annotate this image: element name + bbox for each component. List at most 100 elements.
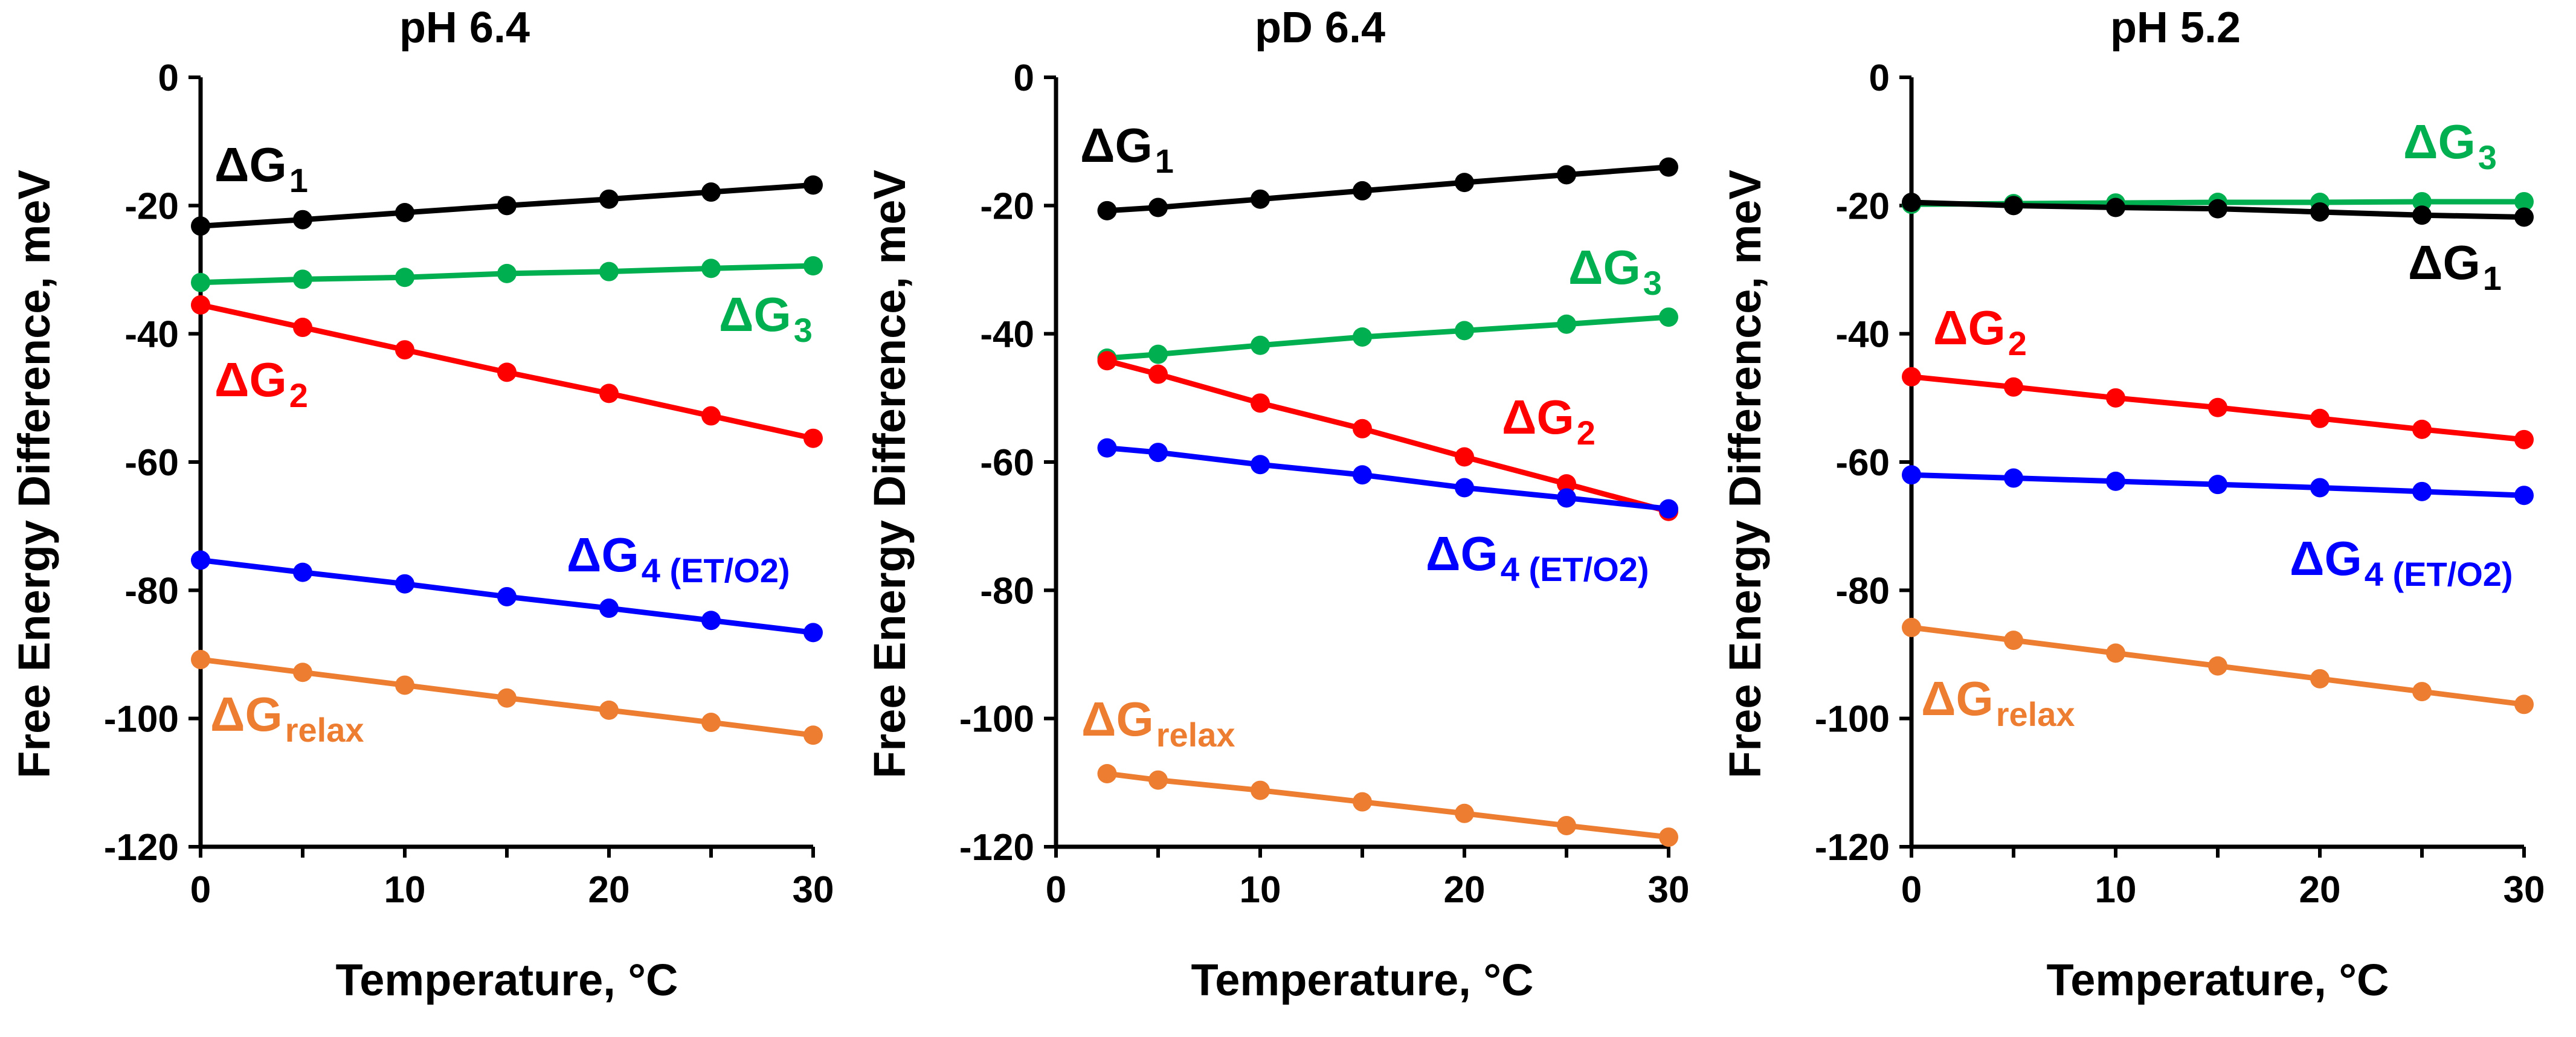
x-tick-label: 30 — [2504, 869, 2545, 911]
data-point — [1251, 393, 1270, 413]
data-point — [2208, 475, 2227, 495]
y-tick-label: -80 — [124, 570, 179, 612]
data-point — [1455, 447, 1474, 467]
chart-panel-2: pD 6.4 0 -20 -40 -60 -80 -100 -120 0 10 20 30 Temper… — [865, 4, 1689, 1005]
data-point — [1148, 770, 1168, 790]
series-line — [1106, 771, 1669, 840]
data-point — [599, 189, 619, 209]
data-point — [599, 599, 619, 618]
data-point — [1659, 157, 1678, 177]
data-point — [1902, 465, 1921, 485]
data-point — [395, 675, 414, 695]
data-point — [1455, 321, 1474, 341]
data-point — [803, 725, 823, 745]
chart-panel-1: pH 6.4 0 -20 -40 -60 -80 -100 -120 0 10 20 30 Temper… — [9, 4, 834, 1005]
data-point — [191, 216, 210, 236]
data-point — [1557, 314, 1576, 334]
data-point — [599, 384, 619, 403]
series-label: ΔGrelax — [1921, 672, 2075, 733]
series-label: ΔG4 (ET/O2) — [567, 528, 790, 589]
data-point — [497, 263, 517, 283]
series-ΔG1: ΔG1 — [1902, 193, 2534, 297]
y-tick-label: 0 — [1869, 57, 1890, 99]
y-tick-label: -100 — [1815, 699, 1890, 740]
data-point — [2208, 656, 2227, 676]
series-label: ΔG2 — [1933, 301, 2027, 362]
data-point — [1557, 488, 1576, 508]
series-label: ΔG1 — [1080, 118, 1174, 180]
data-point — [1148, 364, 1168, 384]
series-ΔG1: ΔG1 — [191, 138, 823, 236]
data-point — [497, 362, 517, 382]
x-tick-label: 30 — [1648, 869, 1690, 911]
series-label: ΔG2 — [214, 353, 308, 414]
y-axis-label: Free Energy Difference, meV — [865, 170, 915, 779]
series-label: ΔG1 — [214, 138, 308, 199]
chart-title: pH 6.4 — [399, 4, 530, 52]
data-point — [1097, 201, 1117, 220]
data-point — [1902, 193, 1921, 213]
series-line — [1107, 164, 1669, 214]
data-point — [1353, 181, 1372, 201]
y-tick-label: -40 — [124, 314, 179, 356]
y-tick-label: -20 — [980, 185, 1034, 227]
chart-panel-3: pH 5.2 0 -20 -40 -60 -80 -100 -120 0 10 20 30 Temper… — [1720, 4, 2545, 1005]
y-axis-label: Free Energy Difference, meV — [9, 170, 59, 779]
data-point — [395, 203, 414, 223]
data-point — [701, 258, 721, 278]
data-point — [2514, 695, 2534, 714]
series-ΔG4 (ET/O2): ΔG4 (ET/O2) — [1097, 438, 1678, 588]
x-tick-label: 20 — [2299, 869, 2341, 911]
data-point — [701, 713, 721, 733]
x-tick-label: 20 — [1444, 869, 1486, 911]
series-ΔG2: ΔG2 — [1097, 351, 1678, 521]
series-ΔG4 (ET/O2): ΔG4 (ET/O2) — [191, 528, 823, 643]
data-point — [701, 406, 721, 426]
data-point — [1659, 307, 1678, 327]
data-point — [1251, 335, 1270, 355]
series-label: ΔG1 — [2408, 236, 2502, 297]
data-point — [293, 562, 312, 582]
chart-title: pD 6.4 — [1255, 4, 1385, 52]
series-label: ΔGrelax — [210, 687, 364, 749]
data-point — [2310, 478, 2330, 498]
series-ΔGrelax: ΔGrelax — [1081, 692, 1678, 847]
y-tick-label: -80 — [980, 570, 1034, 612]
series-ΔG3: ΔG3 — [191, 256, 823, 349]
data-point — [803, 428, 823, 448]
data-point — [2412, 419, 2432, 439]
data-point — [1251, 780, 1270, 800]
data-point — [2106, 643, 2125, 663]
data-point — [2004, 377, 2023, 397]
series-label: ΔG4 (ET/O2) — [1426, 527, 1649, 588]
data-point — [1902, 367, 1921, 387]
x-tick-label: 10 — [384, 869, 426, 911]
y-tick-label: -60 — [124, 442, 179, 484]
data-point — [1097, 351, 1117, 371]
data-point — [599, 700, 619, 720]
y-tick-label: -40 — [980, 314, 1034, 356]
data-point — [2514, 429, 2534, 449]
data-point — [395, 268, 414, 287]
y-tick-label: -40 — [1835, 314, 1890, 356]
y-tick-label: -80 — [1835, 570, 1890, 612]
series-label: ΔG3 — [1568, 240, 1662, 302]
data-point — [191, 295, 210, 315]
data-point — [2412, 682, 2432, 702]
x-tick-label: 0 — [1901, 869, 1922, 911]
data-point — [1455, 803, 1474, 823]
data-point — [2208, 199, 2227, 219]
data-point — [1353, 792, 1372, 812]
data-point — [1353, 327, 1372, 347]
data-point — [1455, 478, 1474, 498]
data-point — [191, 550, 210, 570]
data-point — [1148, 197, 1168, 217]
series-ΔG3: ΔG3 — [1902, 115, 2534, 214]
data-point — [2310, 669, 2330, 689]
data-point — [2004, 468, 2023, 488]
data-point — [1557, 815, 1576, 835]
series-ΔG3: ΔG3 — [1097, 240, 1678, 368]
data-point — [1557, 165, 1576, 185]
series-label: ΔG4 (ET/O2) — [2290, 531, 2513, 593]
